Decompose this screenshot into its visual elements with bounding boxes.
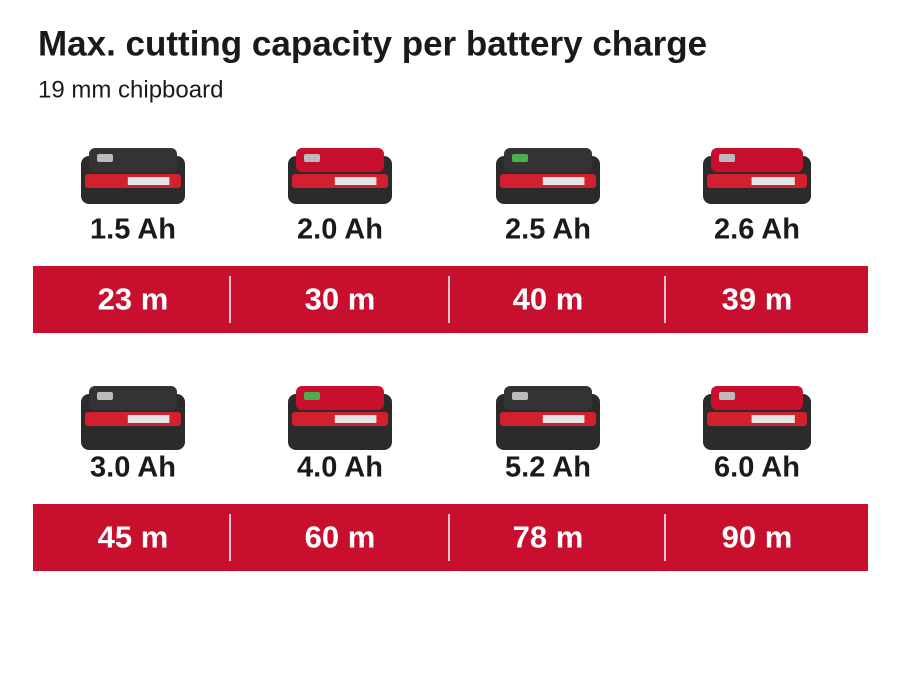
battery-label [542, 177, 585, 185]
battery-led [512, 392, 528, 400]
battery-label [127, 415, 170, 423]
cutting-value: 78 m [513, 520, 584, 555]
cutting-value: 30 m [305, 282, 376, 317]
capacity-label: 1.5 Ah [90, 214, 176, 246]
capacity-label: 4.0 Ah [297, 452, 383, 484]
battery-led [304, 392, 320, 400]
battery-icon [288, 148, 392, 204]
battery-led [97, 392, 113, 400]
cutting-value: 45 m [98, 520, 169, 555]
battery-led [719, 392, 735, 400]
battery-icon [703, 386, 811, 450]
battery-led [304, 154, 320, 162]
capacity-label: 2.6 Ah [714, 214, 800, 246]
result-band [33, 504, 868, 571]
battery-icon [288, 386, 392, 450]
capacity-label: 6.0 Ah [714, 452, 800, 484]
battery-led [719, 154, 735, 162]
subtitle: 19 mm chipboard [38, 76, 223, 103]
battery-led [512, 154, 528, 162]
cutting-value: 40 m [513, 282, 584, 317]
title: Max. cutting capacity per battery charge [38, 24, 707, 63]
battery-label [542, 415, 585, 423]
battery-led [97, 154, 113, 162]
battery-icon [81, 148, 185, 204]
capacity-label: 2.5 Ah [505, 214, 591, 246]
battery-label [751, 415, 795, 423]
battery-icon [703, 148, 811, 204]
cutting-value: 90 m [722, 520, 793, 555]
result-band [33, 266, 868, 333]
battery-label [751, 177, 795, 185]
cutting-value: 60 m [305, 520, 376, 555]
battery-top [711, 148, 803, 172]
capacity-label: 5.2 Ah [505, 452, 591, 484]
battery-icon [496, 148, 600, 204]
battery-label [334, 177, 377, 185]
capacity-label: 2.0 Ah [297, 214, 383, 246]
capacity-label: 3.0 Ah [90, 452, 176, 484]
cutting-value: 23 m [98, 282, 169, 317]
battery-label [334, 415, 377, 423]
battery-label [127, 177, 170, 185]
battery-icon [81, 386, 185, 450]
battery-top [711, 386, 803, 410]
cutting-value: 39 m [722, 282, 793, 317]
battery-icon [496, 386, 600, 450]
